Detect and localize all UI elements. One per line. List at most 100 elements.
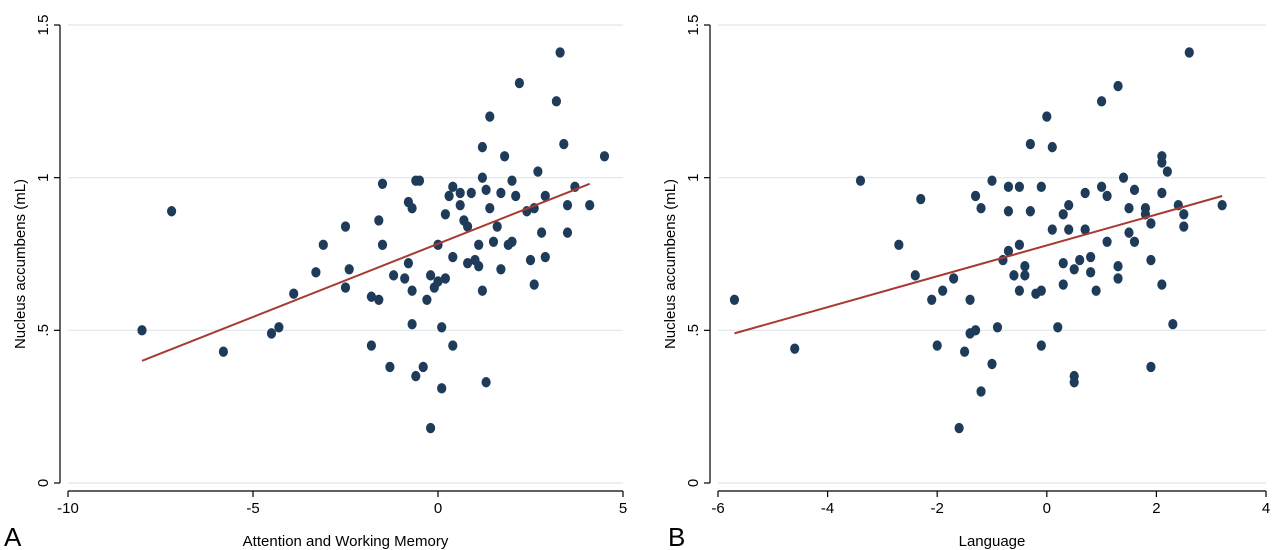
scatter-point	[1146, 254, 1156, 266]
scatter-point	[540, 251, 550, 263]
scatter-point	[729, 294, 740, 305]
x-tick-label: 0	[1043, 500, 1051, 517]
scatter-point	[1157, 279, 1167, 290]
scatter-point	[437, 383, 447, 394]
scatter-point	[463, 221, 473, 232]
scatter-point	[474, 239, 484, 251]
y-tick-label: 1	[35, 173, 52, 181]
scatter-point	[1113, 80, 1123, 92]
scatter-point	[385, 361, 395, 373]
scatter-point	[1113, 273, 1123, 284]
scatter-point	[1086, 251, 1096, 263]
scatter-point	[599, 151, 610, 162]
scatter-point	[411, 370, 421, 382]
scatter-point	[492, 221, 502, 232]
scatter-point	[137, 325, 147, 336]
x-tick-label: 5	[619, 500, 627, 517]
scatter-point	[511, 190, 521, 202]
scatter-point	[403, 257, 413, 269]
scatter-point	[418, 361, 428, 373]
scatter-point	[949, 273, 959, 284]
scatter-point	[1129, 184, 1140, 196]
scatter-point	[422, 294, 432, 305]
scatter-point	[954, 422, 964, 434]
scatter-point	[1146, 218, 1156, 229]
scatter-point	[374, 294, 384, 305]
scatter-point	[529, 279, 539, 290]
scatter-point	[448, 181, 458, 193]
scatter-point	[374, 215, 384, 226]
y-tick-label: .5	[685, 324, 702, 337]
scatter-point	[389, 270, 399, 281]
scatter-point	[1217, 199, 1227, 211]
scatter-point	[1058, 257, 1068, 269]
scatter-point	[1080, 224, 1090, 235]
scatter-point	[938, 285, 948, 296]
scatter-point	[1036, 340, 1046, 351]
scatter-point	[507, 236, 517, 247]
scatter-point	[551, 96, 562, 107]
scatter-point	[340, 282, 351, 293]
scatter-point	[790, 343, 800, 354]
scatter-point	[1118, 172, 1129, 183]
scatter-point	[318, 239, 328, 251]
scatter-point	[555, 47, 565, 58]
scatter-point	[488, 236, 499, 247]
scatter-point	[992, 322, 1003, 333]
scatter-point	[1069, 377, 1079, 388]
scatter-point	[1097, 96, 1107, 107]
scatter-point	[514, 77, 525, 89]
x-tick-label: -10	[57, 500, 79, 517]
scatter-point	[1124, 203, 1134, 214]
scatter-point	[1009, 270, 1019, 281]
x-tick-label: 4	[1262, 500, 1270, 517]
scatter-point	[932, 340, 942, 351]
scatter-point	[1179, 221, 1189, 232]
scatter-point	[477, 141, 487, 153]
scatter-point	[414, 175, 425, 186]
scatter-point	[455, 187, 465, 199]
scatter-point	[965, 294, 975, 305]
y-tick-label: 1.5	[35, 15, 52, 36]
y-tick-label: 0	[35, 479, 52, 487]
scatter-point	[562, 227, 573, 238]
scatter-point	[444, 190, 454, 202]
scatter-point	[1157, 187, 1167, 199]
scatter-point	[400, 273, 410, 284]
scatter-point	[1014, 181, 1024, 193]
scatter-point	[407, 203, 417, 214]
scatter-point	[1014, 239, 1024, 251]
panel-letter: B	[668, 522, 685, 550]
scatter-point	[970, 190, 981, 202]
panel-letter: A	[4, 522, 22, 550]
scatter-point	[855, 175, 866, 186]
scatter-point	[1179, 209, 1189, 220]
x-axis-title: Attention and Working Memory	[243, 533, 449, 550]
scatter-point	[500, 151, 510, 162]
fit-line	[734, 195, 1223, 335]
scatter-point	[366, 291, 376, 302]
scatter-point	[289, 288, 299, 299]
scatter-point	[407, 319, 417, 330]
y-axis-title: Nucleus accumbens (mL)	[662, 179, 679, 349]
x-tick-label: -4	[821, 500, 834, 517]
scatter-point	[976, 203, 986, 214]
y-tick-label: 0	[685, 479, 702, 487]
scatter-point	[1053, 322, 1063, 333]
scatter-point	[894, 239, 904, 251]
scatter-point	[1097, 181, 1107, 193]
scatter-point	[910, 270, 920, 281]
scatter-point	[477, 285, 487, 296]
scatter-point	[540, 190, 550, 202]
scatter-point	[1168, 319, 1178, 330]
scatter-point	[344, 264, 354, 275]
panel-a-scatter: 0 .5 1 1.5 -10 -5 0 5 Attention and Working Memo…	[4, 15, 627, 550]
scatter-point	[976, 386, 986, 397]
scatter-point	[1075, 254, 1085, 266]
fit-line	[141, 182, 591, 362]
scatter-point	[481, 377, 491, 388]
scatter-point	[474, 261, 484, 272]
scatter-point	[481, 184, 491, 196]
scatter-point	[433, 276, 443, 287]
scatter-point	[1064, 199, 1074, 211]
